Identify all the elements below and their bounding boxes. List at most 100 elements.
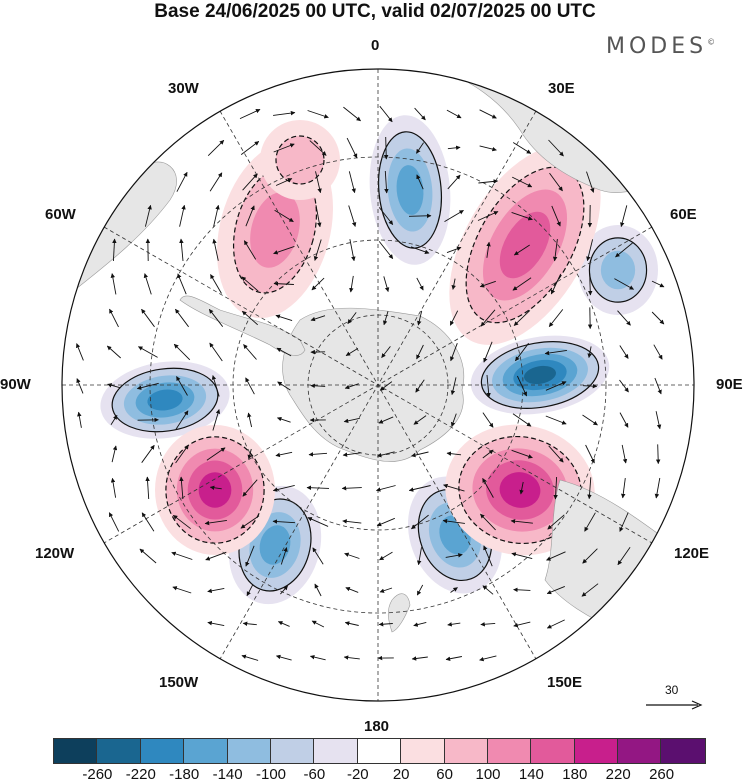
wind-vector-arrow <box>275 314 293 322</box>
wind-vector-arrow <box>213 204 220 227</box>
wind-vector-arrow <box>209 342 223 362</box>
wind-vector-arrow <box>443 483 465 492</box>
lon-label-90e: 90E <box>716 376 743 393</box>
wind-vector-arrow <box>341 485 362 491</box>
wind-vector-arrow <box>446 451 462 456</box>
wind-vector-arrow <box>307 517 329 527</box>
wind-vector-arrow <box>311 620 325 628</box>
wind-vector-arrow <box>483 341 493 363</box>
wind-vector-arrow <box>482 478 494 498</box>
wind-vector-arrow <box>344 621 359 626</box>
colorbar-swatch-6 <box>314 739 358 763</box>
wind-vector-arrow <box>347 312 357 324</box>
wind-vector-arrow <box>450 413 457 427</box>
wind-vector-arrow <box>172 514 191 530</box>
wind-vector-arrow <box>245 377 255 395</box>
wind-vector-arrow <box>550 273 562 295</box>
wind-vector-arrow <box>111 445 118 463</box>
wind-vector-arrow <box>309 654 326 661</box>
colorbar-tick-label: 180 <box>562 766 588 783</box>
chart-title: Base 24/06/2025 00 UTC, valid 02/07/2025… <box>154 1 596 22</box>
wind-vector-arrow <box>547 514 565 530</box>
wind-vector-arrow <box>241 276 259 292</box>
wind-vector-arrow <box>108 512 120 532</box>
wind-vector-arrow <box>375 485 396 492</box>
wind-vector-arrow <box>511 176 533 188</box>
wind-vector-arrow <box>619 412 629 428</box>
wind-vector-arrow <box>479 109 497 119</box>
wind-vector-arrow <box>378 241 394 259</box>
wind-vector-arrow <box>280 585 288 595</box>
colorbar-tick-label: -180 <box>169 766 200 783</box>
wind-vector-arrow <box>378 207 394 225</box>
wind-vector-arrow <box>344 552 360 559</box>
wind-vector-arrow <box>450 587 458 593</box>
wind-vector-arrow <box>275 451 293 458</box>
colorbar-swatch-8 <box>401 739 445 763</box>
colorbar-tick-label: 20 <box>392 766 410 783</box>
wind-vector-arrow <box>549 172 563 192</box>
wind-vector-arrow <box>243 240 257 260</box>
wind-vector-arrow <box>478 179 499 184</box>
wind-vector-arrow <box>444 210 464 222</box>
wind-vector-arrow <box>588 272 593 296</box>
wind-vector-arrow <box>383 276 390 293</box>
colorbar-swatch-1 <box>97 739 141 763</box>
wind-vector-arrow <box>513 587 531 593</box>
wind-vector-arrow <box>479 145 497 152</box>
wind-vector-arrow <box>651 280 665 288</box>
wind-vector-arrow <box>586 171 595 193</box>
wind-vector-arrow <box>512 413 532 427</box>
wind-vector-arrow <box>442 518 465 524</box>
wind-vector-arrow <box>553 476 558 500</box>
wind-vector-arrow <box>480 309 496 327</box>
wind-vector-arrow <box>272 484 295 492</box>
colorbar-swatch-14 <box>661 739 705 763</box>
wind-vector-arrow <box>275 178 293 186</box>
colorbar-swatch-3 <box>184 739 228 763</box>
colorbar-swatch-13 <box>618 739 662 763</box>
wind-vector-arrow <box>343 106 361 122</box>
wind-vector-arrow <box>581 583 599 597</box>
wind-vector-arrow <box>273 281 294 286</box>
wind-vector-arrow <box>210 274 222 294</box>
wind-vector-arrow <box>447 622 461 627</box>
wind-vector-arrow <box>143 273 152 295</box>
wind-vector-arrow <box>344 383 359 390</box>
lon-label-150e: 150E <box>547 674 583 691</box>
colorbar-tick-label: -60 <box>303 766 326 783</box>
wind-vector-arrow <box>107 383 121 389</box>
wind-vector-arrow <box>479 655 497 662</box>
lon-label-120e: 120E <box>674 545 710 562</box>
reference-vector-label: 30 <box>665 683 679 697</box>
wind-vector-arrow <box>342 452 361 457</box>
wind-vector-arrow <box>277 621 290 627</box>
wind-vector-arrow <box>276 416 291 423</box>
wind-vector-arrow <box>483 545 493 567</box>
wind-vector-arrow <box>245 545 255 567</box>
anomaly-contour-pos-20w <box>275 135 325 185</box>
wind-vector-arrow <box>275 654 292 661</box>
wind-vector-arrow <box>176 376 188 396</box>
wind-vector-arrow <box>619 345 629 359</box>
wind-vector-arrow <box>512 142 532 154</box>
wind-vector-arrow <box>548 139 564 157</box>
wind-vector-arrow <box>175 410 189 430</box>
brand-name: MODES <box>606 34 708 59</box>
wind-vector-arrow <box>312 547 324 565</box>
wind-vector-arrow <box>414 107 426 121</box>
wind-vector-arrow <box>544 349 567 356</box>
wind-vector-arrow <box>482 412 494 428</box>
map-boundary <box>61 68 695 702</box>
wind-vector-arrow <box>241 310 258 326</box>
colorbar-tick-label: -100 <box>255 766 287 783</box>
wind-vector-arrow <box>110 273 117 295</box>
wind-vector-arrow <box>417 310 423 326</box>
lon-label-60e: 60E <box>670 206 697 223</box>
wind-vector-arrow <box>582 548 598 564</box>
wind-vector-arrow <box>450 377 457 396</box>
wind-vector-arrow <box>207 620 225 627</box>
wind-vector-arrow <box>109 308 119 328</box>
wind-vector-arrow <box>413 621 427 627</box>
wind-vector-arrow <box>513 310 531 326</box>
